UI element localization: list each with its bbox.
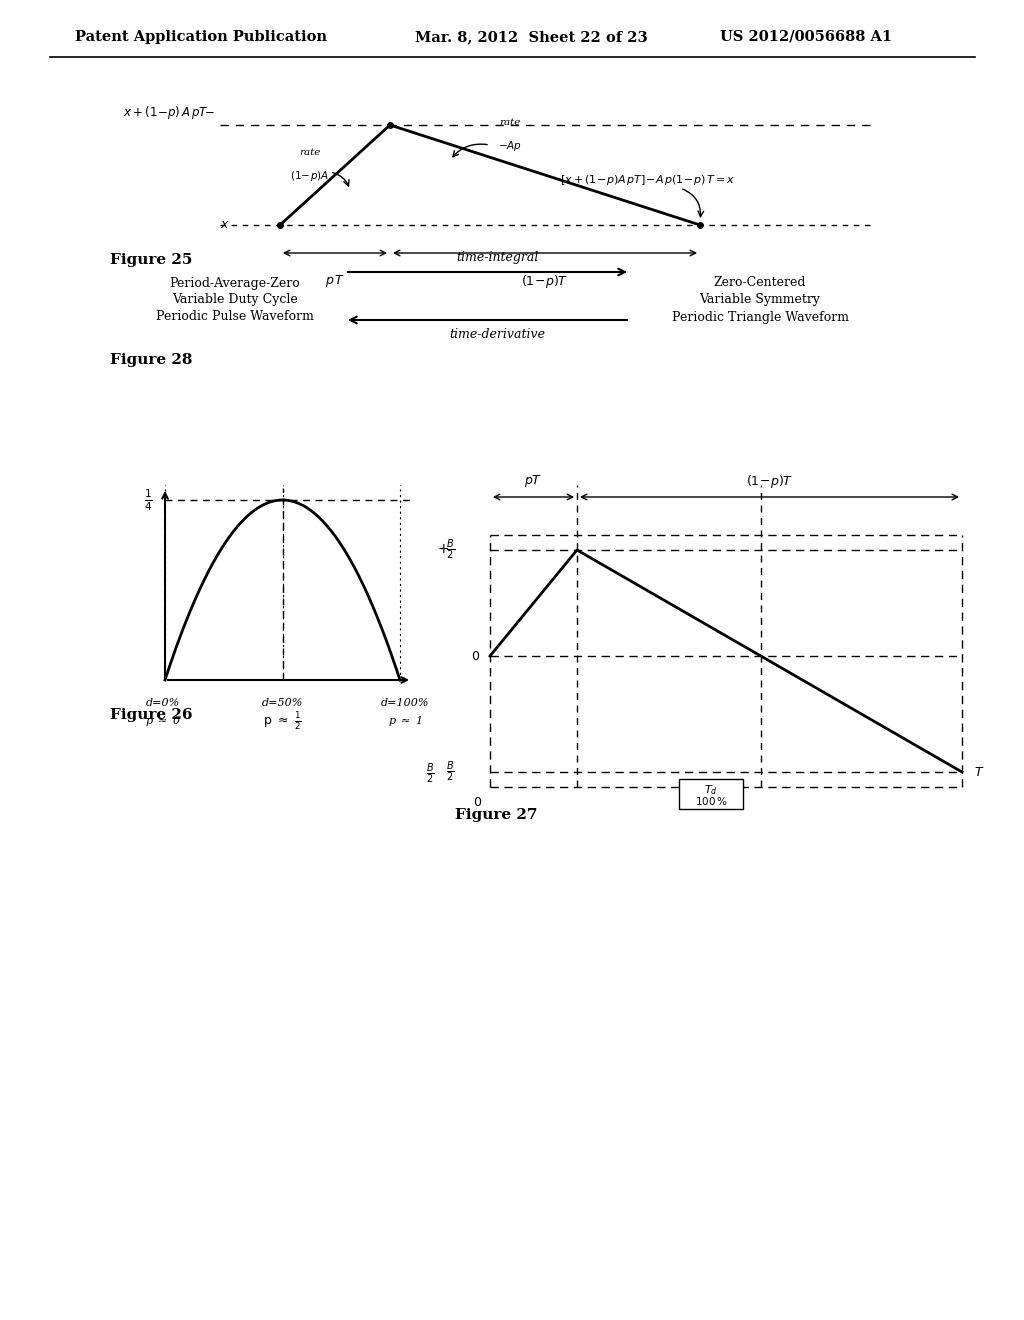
Text: $\frac{1}{4}$: $\frac{1}{4}$ [144,487,153,512]
Text: time-derivative: time-derivative [450,327,546,341]
FancyBboxPatch shape [679,779,743,809]
Text: $T$: $T$ [974,766,984,779]
Text: US 2012/0056688 A1: US 2012/0056688 A1 [720,30,892,44]
Text: Zero-Centered: Zero-Centered [714,276,806,289]
Text: $0$: $0$ [471,649,480,663]
Text: p $\approx$ 0: p $\approx$ 0 [144,714,181,729]
Text: $T_d$: $T_d$ [705,783,718,797]
Text: Figure 26: Figure 26 [110,708,193,722]
Text: Periodic Triangle Waveform: Periodic Triangle Waveform [672,310,849,323]
Text: p $\approx$ 1: p $\approx$ 1 [388,714,422,729]
Text: $pT$: $pT$ [524,473,543,488]
Text: Patent Application Publication: Patent Application Publication [75,30,327,44]
Text: Periodic Pulse Waveform: Periodic Pulse Waveform [156,310,314,323]
Text: $x + (1\!-\!p)\,A\,pT\!\!-$: $x + (1\!-\!p)\,A\,pT\!\!-$ [123,104,215,121]
Text: $+\!\frac{B}{2}$: $+\!\frac{B}{2}$ [437,537,455,562]
Text: rate: rate [500,117,520,127]
Text: d=100%: d=100% [381,698,429,708]
Text: Figure 28: Figure 28 [110,352,193,367]
Text: Figure 25: Figure 25 [110,253,193,267]
Text: $(1\!-\!p)A$: $(1\!-\!p)A$ [291,169,330,183]
Text: $p\,T$: $p\,T$ [325,273,345,289]
Text: $(1\!-\!p)T$: $(1\!-\!p)T$ [745,473,794,490]
Text: Period-Average-Zero: Period-Average-Zero [170,276,300,289]
Text: d=50%: d=50% [262,698,303,708]
Text: $[x + (1\!-\!p)A\,pT]\!-\!A\,p(1\!-\!p)\,T = x$: $[x + (1\!-\!p)A\,pT]\!-\!A\,p(1\!-\!p)\… [560,173,735,187]
Text: $x$: $x$ [220,219,230,231]
Text: Mar. 8, 2012  Sheet 22 of 23: Mar. 8, 2012 Sheet 22 of 23 [415,30,647,44]
Text: Variable Duty Cycle: Variable Duty Cycle [172,293,298,306]
Text: time-integral: time-integral [457,252,539,264]
Text: Variable Symmetry: Variable Symmetry [699,293,820,306]
Text: $(1\!-\!p)T$: $(1\!-\!p)T$ [521,273,568,290]
Text: $\frac{B}{2}$: $\frac{B}{2}$ [426,762,435,787]
Text: $100\,\%$: $100\,\%$ [694,795,727,807]
Text: Figure 27: Figure 27 [455,808,538,822]
Text: $\frac{B}{2}$: $\frac{B}{2}$ [446,760,455,784]
Text: rate: rate [299,148,321,157]
Text: $0$: $0$ [473,796,482,808]
Text: $-Ap$: $-Ap$ [498,139,522,153]
Text: d=0%: d=0% [145,698,180,708]
Text: p $\approx$ $\frac{1}{2}$: p $\approx$ $\frac{1}{2}$ [263,710,302,731]
